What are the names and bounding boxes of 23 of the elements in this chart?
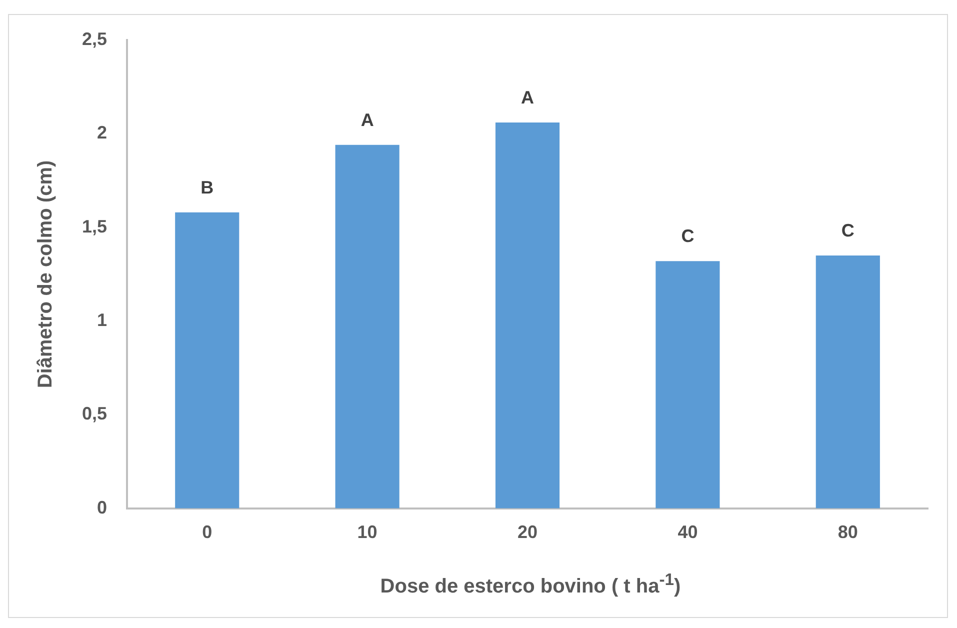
annotation: A <box>360 110 374 130</box>
bar <box>495 122 560 508</box>
y-tick-label: 2 <box>97 122 108 143</box>
bar <box>335 144 400 508</box>
annotation: A <box>521 87 534 108</box>
y-axis-title: Diâmetro de colmo (cm) <box>34 160 57 388</box>
annotation: B <box>200 177 214 198</box>
annotation: C <box>841 220 854 240</box>
y-tick-label: 1,5 <box>82 216 108 236</box>
y-tick-label: 0,5 <box>82 404 108 424</box>
annotation: C <box>681 226 694 246</box>
y-tick-label: 1 <box>97 310 108 330</box>
y-tick-label: 2,5 <box>82 28 108 49</box>
bar <box>656 261 720 508</box>
x-tick-label: 80 <box>838 522 858 542</box>
x-axis-title: Dose de esterco bovino ( t ha$^{-1}$) <box>379 570 682 599</box>
x-tick-label: 0 <box>202 522 212 542</box>
x-tick-label: 20 <box>517 522 538 542</box>
x-tick-label: 10 <box>357 522 378 542</box>
x-tick-label: 40 <box>678 522 698 542</box>
y-tick-label: 0 <box>97 497 108 518</box>
bar <box>175 212 240 508</box>
bar <box>816 255 880 508</box>
